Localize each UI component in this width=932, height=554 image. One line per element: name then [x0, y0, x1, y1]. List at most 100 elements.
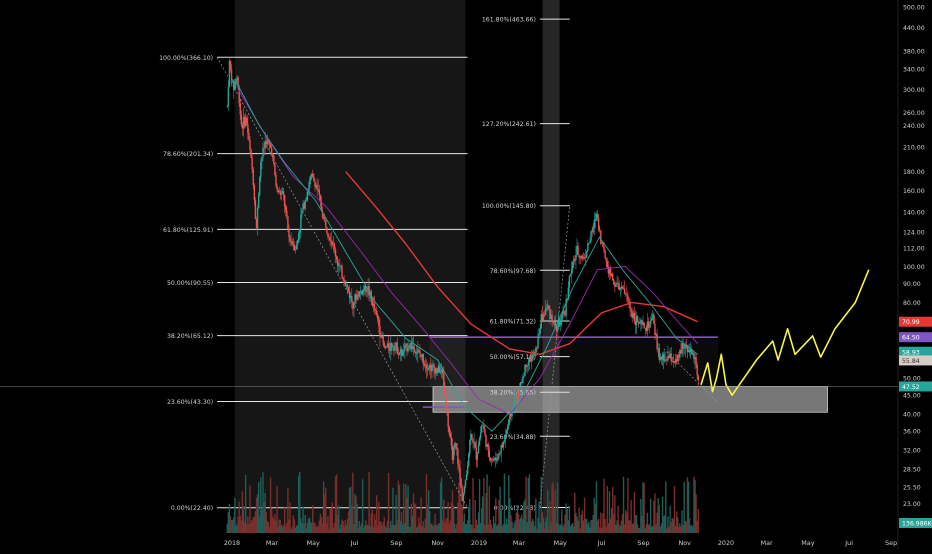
candle-body[interactable] — [355, 294, 357, 300]
candle-body[interactable] — [393, 346, 395, 351]
candle-body[interactable] — [670, 353, 672, 362]
candle-body[interactable] — [491, 459, 494, 461]
candle-body[interactable] — [568, 276, 571, 288]
candle-body[interactable] — [482, 425, 484, 427]
candle-body[interactable] — [296, 239, 299, 245]
candle-body[interactable] — [240, 114, 243, 125]
candle-body[interactable] — [371, 298, 374, 306]
candle-body[interactable] — [298, 233, 300, 240]
candle-body[interactable] — [452, 447, 455, 460]
candle-body[interactable] — [499, 452, 501, 455]
candle-body[interactable] — [497, 454, 499, 461]
candle-body[interactable] — [532, 355, 535, 357]
candle-body[interactable] — [250, 149, 252, 158]
candle-body[interactable] — [420, 354, 422, 357]
candle-body[interactable] — [403, 350, 405, 352]
candle-body[interactable] — [662, 354, 665, 361]
candle-body[interactable] — [421, 354, 423, 357]
candle-body[interactable] — [683, 347, 685, 349]
candle-body[interactable] — [490, 459, 493, 461]
candle-body[interactable] — [231, 80, 234, 82]
candle-body[interactable] — [286, 210, 288, 217]
candle-body[interactable] — [295, 244, 298, 250]
candle-body[interactable] — [481, 426, 483, 433]
candle-body[interactable] — [407, 348, 409, 352]
candle-body[interactable] — [552, 322, 554, 324]
moving-average-line[interactable] — [345, 171, 698, 356]
candle-body[interactable] — [309, 176, 312, 181]
support-zone[interactable] — [432, 386, 828, 413]
candle-body[interactable] — [450, 437, 453, 446]
candle-body[interactable] — [695, 357, 697, 365]
candle-body[interactable] — [628, 300, 630, 304]
candle-body[interactable] — [321, 210, 324, 218]
candle-body[interactable] — [366, 291, 368, 293]
candle-body[interactable] — [577, 245, 579, 255]
candle-body[interactable] — [623, 288, 626, 294]
candle-body[interactable] — [388, 349, 391, 351]
candle-body[interactable] — [343, 279, 345, 284]
candle-body[interactable] — [618, 284, 620, 291]
candle-body[interactable] — [586, 250, 588, 258]
candle-body[interactable] — [252, 169, 254, 185]
candle-body[interactable] — [619, 288, 621, 291]
candle-body[interactable] — [697, 375, 699, 381]
candle-body[interactable] — [563, 310, 565, 315]
candle-body[interactable] — [678, 355, 680, 358]
candle-body[interactable] — [663, 359, 666, 361]
candle-body[interactable] — [541, 314, 544, 321]
candle-body[interactable] — [604, 251, 606, 259]
candle-body[interactable] — [660, 356, 663, 360]
candle-body[interactable] — [465, 474, 468, 481]
candle-body[interactable] — [475, 447, 477, 460]
candle-body[interactable] — [583, 257, 586, 258]
candle-body[interactable] — [484, 429, 486, 435]
candle-body[interactable] — [278, 191, 280, 193]
candle-body[interactable] — [675, 359, 678, 362]
candle-body[interactable] — [383, 343, 385, 348]
candle-body[interactable] — [595, 214, 598, 221]
candle-body[interactable] — [332, 243, 335, 245]
candle-body[interactable] — [239, 103, 241, 115]
candle-body[interactable] — [263, 147, 265, 149]
candle-body[interactable] — [656, 334, 658, 350]
candle-body[interactable] — [529, 356, 532, 362]
candle-body[interactable] — [432, 364, 434, 366]
candle-body[interactable] — [401, 350, 404, 356]
candle-body[interactable] — [275, 174, 277, 186]
candle-body[interactable] — [521, 382, 523, 383]
candle-body[interactable] — [545, 308, 548, 309]
candle-body[interactable] — [571, 261, 574, 269]
projection-path[interactable] — [700, 269, 870, 396]
candle-body[interactable] — [488, 450, 490, 458]
candle-body[interactable] — [306, 191, 309, 201]
candle-body[interactable] — [469, 440, 471, 455]
candle-body[interactable] — [582, 257, 585, 259]
candle-body[interactable] — [338, 265, 340, 267]
candle-body[interactable] — [510, 413, 512, 417]
candle-body[interactable] — [511, 409, 513, 417]
candle-body[interactable] — [262, 147, 264, 158]
candle-body[interactable] — [654, 323, 656, 336]
candle-body[interactable] — [689, 348, 692, 353]
candle-body[interactable] — [274, 163, 276, 175]
candle-body[interactable] — [283, 195, 286, 207]
candle-body[interactable] — [493, 457, 496, 460]
candle-body[interactable] — [440, 368, 443, 371]
candle-body[interactable] — [289, 236, 291, 242]
candle-body[interactable] — [353, 303, 355, 309]
candle-body[interactable] — [587, 243, 589, 251]
candle-body[interactable] — [550, 314, 552, 319]
candle-body[interactable] — [459, 467, 461, 479]
candle-body[interactable] — [270, 148, 273, 155]
candle-body[interactable] — [503, 439, 506, 442]
candle-body[interactable] — [280, 193, 283, 195]
candle-body[interactable] — [553, 321, 555, 323]
candle-body[interactable] — [542, 314, 545, 321]
candle-body[interactable] — [248, 133, 250, 140]
candle-body[interactable] — [264, 141, 266, 149]
candle-body[interactable] — [423, 363, 426, 366]
candle-body[interactable] — [625, 293, 627, 295]
candle-body[interactable] — [463, 486, 466, 493]
candle-body[interactable] — [281, 191, 284, 194]
